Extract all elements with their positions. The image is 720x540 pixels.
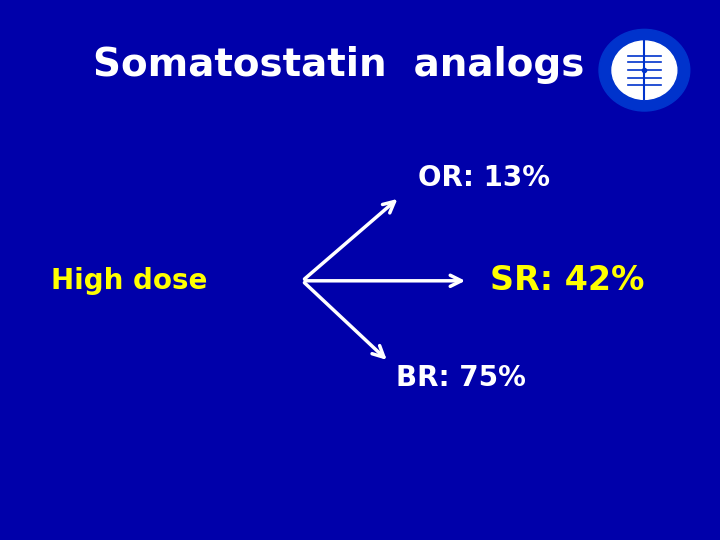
Text: BR: 75%: BR: 75% xyxy=(396,364,526,392)
Circle shape xyxy=(599,29,690,111)
Text: Somatostatin  analogs: Somatostatin analogs xyxy=(93,46,584,84)
Text: High dose: High dose xyxy=(51,267,208,295)
Text: OR: 13%: OR: 13% xyxy=(418,164,549,192)
Text: SR: 42%: SR: 42% xyxy=(490,264,644,298)
Circle shape xyxy=(612,41,677,99)
